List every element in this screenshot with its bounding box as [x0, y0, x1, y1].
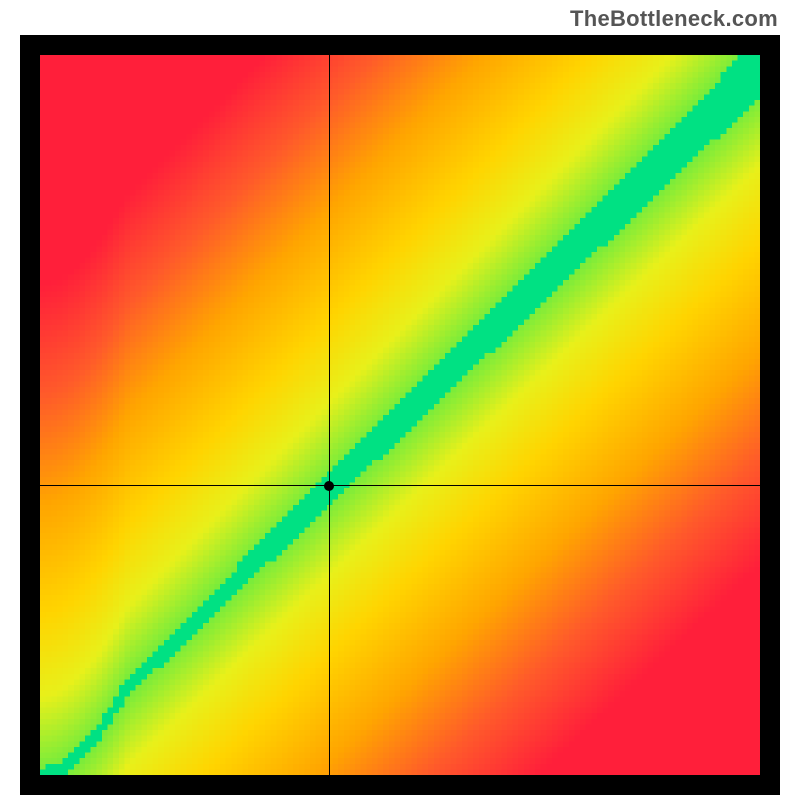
watermark-text: TheBottleneck.com	[570, 6, 778, 32]
figure-container: TheBottleneck.com	[0, 0, 800, 800]
plot-area	[20, 35, 780, 795]
heatmap-canvas	[40, 55, 760, 775]
marker-dot	[324, 481, 334, 491]
crosshair-horizontal	[40, 485, 760, 486]
crosshair-vertical	[329, 55, 330, 775]
